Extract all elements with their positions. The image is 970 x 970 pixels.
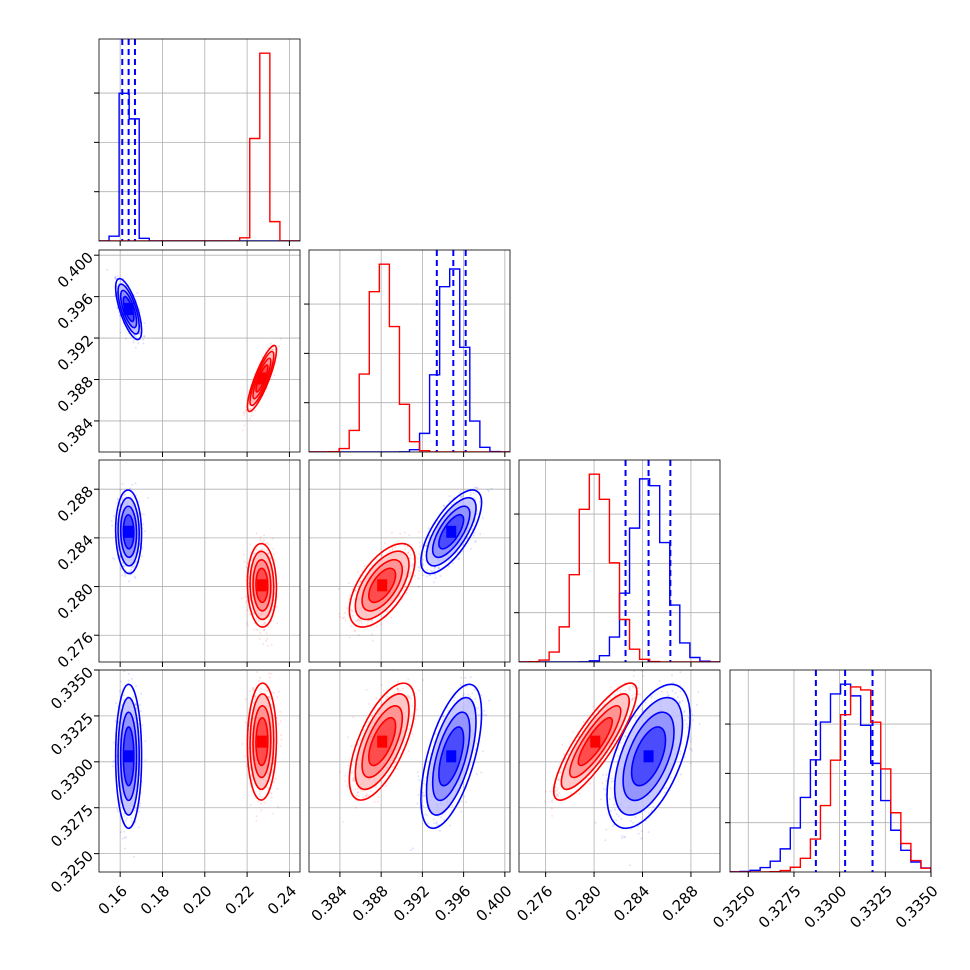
panel-frame [98,249,301,453]
y-tick-label: 0.280 [54,580,97,623]
mode-marker [590,735,601,748]
panel-frame [518,669,721,873]
x-tick-label: 0.384 [308,882,351,925]
x-tick-label: 0.20 [179,882,215,918]
panel-frame [98,459,301,663]
contour-series-1 [348,542,416,628]
mode-marker [446,525,457,538]
histogram-panel-0 [94,38,301,246]
x-tick-label: 0.392 [390,882,433,925]
grid [309,460,510,662]
histogram-series-0 [99,92,300,241]
contour-series-1 [246,542,278,628]
x-tick-label: 0.16 [95,882,131,918]
panel-frame [729,669,932,873]
x-tick-label: 0.3250 [709,882,759,932]
contour-series-0 [420,683,483,830]
panel-frame [98,38,301,242]
contour-series-1 [246,682,278,801]
mode-marker [123,525,134,538]
mode-marker [256,372,267,385]
contour-panel-2-1 [308,459,511,667]
mode-marker [377,735,388,748]
grid [519,460,720,662]
y-tick-label: 0.392 [54,331,97,374]
y-tick-label: 0.400 [54,248,97,291]
x-tick-label: 0.400 [472,882,515,925]
x-tick-label: 0.3325 [846,882,896,932]
panel-frame [308,249,511,453]
mode-marker [446,750,457,763]
y-tick-label: 0.288 [54,482,97,525]
histogram-panel-1 [304,249,511,457]
contour-series-0 [420,489,483,575]
grid [309,250,510,452]
x-tick-label: 0.288 [659,882,702,925]
mode-marker [377,579,388,592]
mode-marker [643,750,654,763]
x-tick-label: 0.18 [137,882,173,918]
grid [309,669,510,872]
x-tick-label: 0.24 [264,882,300,918]
grid [99,39,300,241]
histogram-series-0 [309,268,510,452]
x-tick-label: 0.3350 [892,882,942,932]
histogram-series-1 [309,263,510,452]
x-tick-label: 0.280 [562,882,605,925]
contour-series-1 [246,344,278,413]
x-tick-label: 0.276 [513,882,556,925]
x-tick-label: 0.22 [222,882,258,918]
contour-series-1 [552,682,638,801]
contour-panel-3-2: 0.276 0.280 0.284 0.288 [513,669,721,925]
mode-marker [123,750,134,763]
contour-series-0 [114,489,143,575]
x-tick-label: 0.3275 [755,882,805,932]
panel-frame [308,669,511,873]
y-tick-label: 0.3250 [47,847,97,897]
mode-marker [123,303,134,316]
contour-series-0 [114,277,143,341]
y-tick-label: 0.3300 [47,755,97,805]
y-tick-label: 0.396 [54,290,97,333]
x-tick-label: 0.388 [349,882,392,925]
grid [99,250,300,452]
x-tick-label: 0.3300 [801,882,851,932]
y-tick-label: 0.3325 [47,709,97,759]
histogram-panel-2 [514,459,721,667]
x-tick-label: 0.396 [431,882,474,925]
panel-frame [308,459,511,663]
contour-series-0 [114,683,143,830]
y-tick-label: 0.284 [54,531,97,574]
contour-panel-2-0: 0.276 0.280 0.284 0.288 [54,459,301,672]
mode-marker [256,735,267,748]
y-tick-label: 0.388 [54,373,97,416]
y-tick-label: 0.3350 [47,663,97,713]
contour-series-0 [606,683,691,830]
mode-marker [256,579,267,592]
y-tick-label: 0.384 [54,414,97,457]
panel-frame [98,669,301,873]
contour-series-1 [348,682,416,801]
y-tick-label: 0.276 [54,629,97,672]
x-tick-label: 0.284 [610,882,653,925]
y-tick-label: 0.3275 [47,801,97,851]
panel-frame [518,459,721,663]
